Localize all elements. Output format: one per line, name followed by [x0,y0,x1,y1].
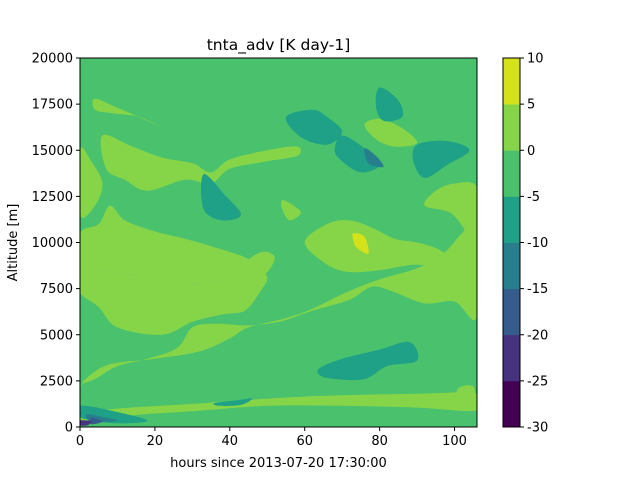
y-tick-label: 15000 [32,144,73,159]
contour-region [92,98,163,129]
contour-region [100,134,301,191]
colorbar-tick-label: 5 [527,98,535,113]
colorbar-segment [503,196,520,243]
colorbar-segment [503,104,520,151]
x-tick-label: 0 [76,434,84,449]
contour-region [304,220,455,273]
colorbar-segment [503,380,520,428]
x-axis-ticks: 0 20 40 60 80 100 [76,427,467,449]
contour-region [80,266,268,335]
contour-region [364,118,418,147]
contour-region [285,109,343,145]
contour-region [317,341,419,381]
x-tick-label: 60 [296,434,313,449]
colorbar-segment [503,334,520,382]
x-tick-label: 20 [147,434,164,449]
contour-region [334,135,380,173]
x-axis-label: hours since 2013-07-20 17:30:00 [170,456,387,471]
colorbar-tick-label: -30 [527,421,548,436]
contour-region [424,182,477,238]
colorbar-segment [503,288,520,336]
colorbar-segment [503,242,520,290]
colorbar-tick-label: -25 [527,374,548,389]
contour-region [375,87,404,122]
chart-title: tnta_adv [K day-1] [207,36,351,55]
y-tick-label: 0 [65,421,73,436]
contour-region [201,174,242,221]
contour-region [364,148,384,168]
y-tick-label: 7500 [40,282,73,297]
colorbar-tick-label: -5 [527,190,540,205]
y-tick-label: 5000 [40,328,73,343]
plot-area [79,57,478,428]
colorbar-tick-label: 10 [527,52,544,67]
colorbar: -30 -25 -20 -15 -10 -5 0 5 10 [502,52,548,436]
contour-region [80,147,103,219]
contour-region [412,140,470,178]
contour-region [80,205,257,284]
x-tick-label: 40 [222,434,239,449]
x-tick-label: 100 [442,434,467,449]
colorbar-tick-label: 0 [527,144,535,159]
y-tick-label: 2500 [40,374,73,389]
contour-region [456,385,476,405]
contour-regions [80,87,477,426]
y-tick-label: 10000 [32,236,73,251]
colorbar-tick-label: -10 [527,236,548,251]
contour-region [352,233,369,254]
contour-region [89,417,103,425]
colorbar-tick-label: -20 [527,328,548,343]
contour-region [247,251,275,280]
contour-region [80,392,477,423]
y-tick-label: 17500 [32,98,73,113]
y-tick-label: 20000 [32,52,73,67]
x-tick-label: 80 [371,434,388,449]
contour-region [281,200,302,221]
y-tick-label: 12500 [32,190,73,205]
colorbar-tick-label: -15 [527,282,548,297]
colorbar-segment [503,150,520,197]
y-axis-ticks: 0 2500 5000 7500 10000 12500 15000 17500 20000 [32,52,80,436]
y-axis-label: Altitude [m] [6,204,21,282]
contour-region [213,398,253,406]
contour-region [80,420,92,426]
colorbar-segment [503,58,520,105]
